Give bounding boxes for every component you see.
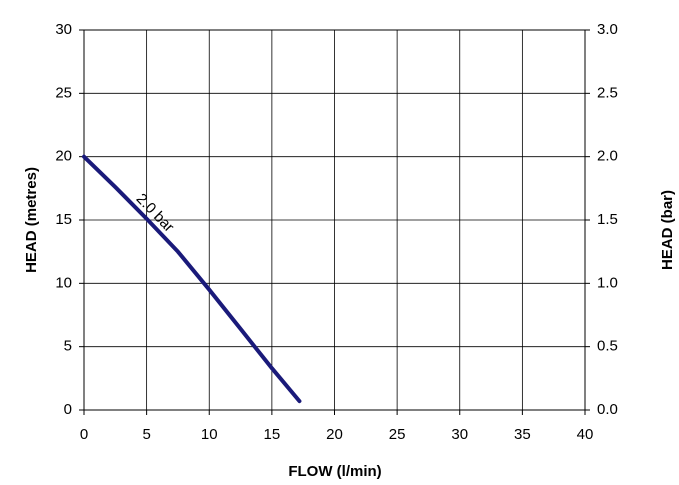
y-tick-label: 15 bbox=[55, 211, 72, 228]
plot-frame bbox=[83, 29, 586, 411]
x-tick-label: 20 bbox=[326, 426, 343, 443]
x-tick-label: 30 bbox=[451, 426, 468, 443]
data-line bbox=[82, 154, 302, 404]
y2-tick-label: 2.5 bbox=[597, 84, 618, 101]
y2-tick-label: 1.0 bbox=[597, 274, 618, 291]
x-tick-label: 5 bbox=[142, 426, 150, 443]
x-tick-label: 0 bbox=[80, 426, 88, 443]
y-tick-label: 25 bbox=[55, 84, 72, 101]
x-tick-label: 40 bbox=[577, 426, 594, 443]
x-axis-label: FLOW (l/min) bbox=[288, 463, 381, 480]
x-tick-label: 15 bbox=[264, 426, 281, 443]
x-tick-label: 35 bbox=[514, 426, 531, 443]
y2-tick-label: 3.0 bbox=[597, 21, 618, 38]
y2-tick-label: 2.0 bbox=[597, 148, 618, 165]
x-tick-label: 10 bbox=[201, 426, 218, 443]
x-tick-label: 25 bbox=[389, 426, 406, 443]
y-tick-label: 20 bbox=[55, 148, 72, 165]
y-tick-label: 30 bbox=[55, 21, 72, 38]
y-tick-label: 5 bbox=[64, 338, 72, 355]
y2-tick-label: 1.5 bbox=[597, 211, 618, 228]
y-tick-label: 10 bbox=[55, 274, 72, 291]
y2-tick-label: 0.5 bbox=[597, 338, 618, 355]
y2-axis-label: HEAD (bar) bbox=[659, 190, 676, 270]
y-tick-label: 0 bbox=[64, 401, 72, 418]
y-axis-label: HEAD (metres) bbox=[23, 167, 40, 273]
y2-tick-label: 0.0 bbox=[597, 401, 618, 418]
